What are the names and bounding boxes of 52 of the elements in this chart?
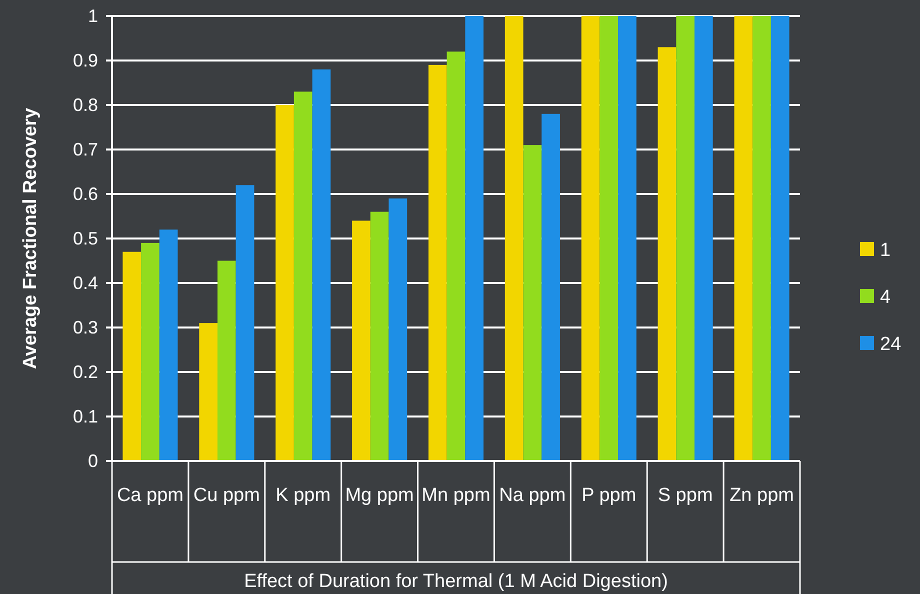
bar [542, 114, 560, 461]
y-tick-label: 0.9 [72, 50, 98, 70]
x-tick-label: S ppm [658, 485, 713, 506]
bar [352, 220, 370, 461]
bar [122, 252, 142, 461]
legend-label: 1 [880, 240, 891, 261]
x-tick-label: P ppm [582, 485, 636, 506]
bar [312, 69, 331, 461]
bar [236, 185, 254, 461]
bar [388, 198, 408, 461]
bar [141, 242, 160, 461]
y-tick-label: 0.4 [72, 272, 98, 293]
x-tick-label: Mn ppm [422, 485, 490, 506]
y-tick-label: 0.2 [72, 362, 98, 382]
bar [734, 16, 753, 461]
legend-label: 24 [880, 334, 902, 355]
bar [428, 64, 447, 461]
bar [752, 16, 771, 461]
bar [694, 16, 713, 461]
x-tick-label: K ppm [276, 485, 331, 506]
bar [217, 260, 236, 461]
bar [465, 16, 484, 461]
bar [523, 145, 542, 461]
bar [504, 16, 524, 461]
y-tick-label: 0.6 [72, 184, 98, 204]
bar [770, 16, 790, 461]
bar [199, 323, 218, 461]
bar [658, 47, 676, 461]
y-tick-label: 0.3 [72, 317, 98, 338]
bar [294, 92, 312, 461]
x-tick-label: Mg ppm [345, 485, 414, 506]
bar [370, 212, 389, 461]
y-tick-label: 1 [88, 6, 98, 26]
bar [676, 16, 695, 461]
y-tick-label: 0.5 [72, 228, 98, 248]
y-tick-label: 0.1 [72, 406, 98, 426]
x-tick-label: Ca ppm [116, 485, 184, 506]
x-axis-title: Effect of Duration for Thermal (1 M Acid Digestion) [244, 571, 668, 592]
bar [618, 16, 636, 461]
y-tick-label: 0 [88, 450, 98, 471]
y-tick-label: 0.8 [72, 94, 98, 115]
x-tick-label: Na ppm [499, 485, 566, 506]
bar [446, 52, 466, 461]
bar [600, 16, 618, 461]
bar [276, 105, 294, 461]
legend-label: 4 [880, 287, 891, 308]
x-tick-label: Cu ppm [193, 485, 260, 506]
bar [581, 16, 600, 461]
y-axis-title: Average Fractional Recovery [20, 107, 41, 370]
x-tick-label: Zn ppm [730, 485, 794, 506]
bar [159, 230, 178, 461]
y-tick-label: 0.7 [72, 139, 98, 160]
